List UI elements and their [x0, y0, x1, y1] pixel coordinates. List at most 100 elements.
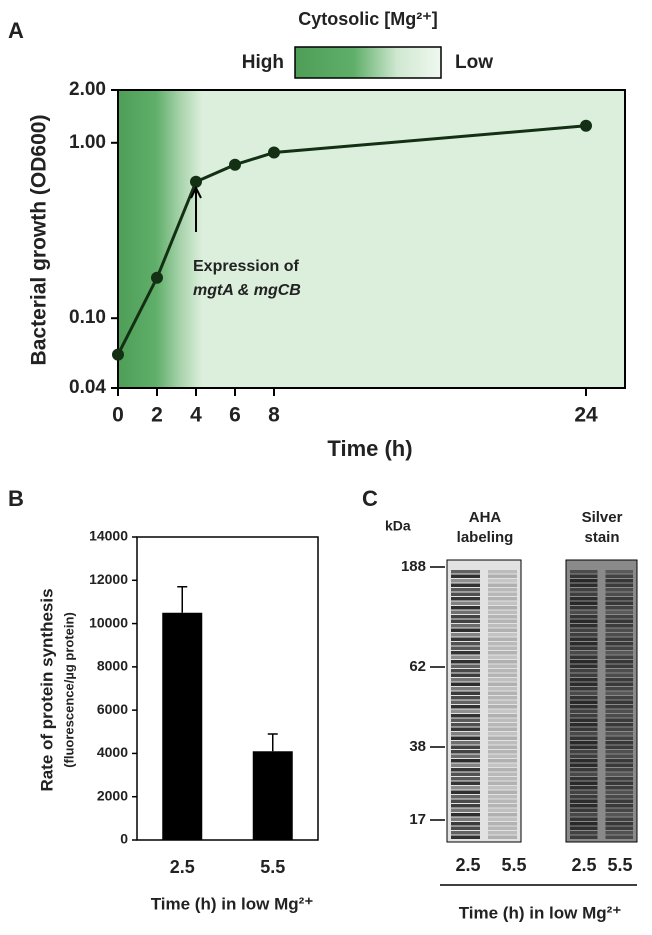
y-tick-label: 0.10: [69, 307, 106, 328]
y-tick-label: 0.04: [69, 377, 106, 398]
gel-band: [488, 687, 517, 691]
growth-line: [116, 124, 587, 356]
gel-band: [488, 651, 517, 655]
gel-unit: kDa: [385, 518, 411, 534]
bar: [252, 751, 293, 840]
x-tick-label: 4: [190, 404, 202, 427]
panel-label: C: [362, 486, 378, 511]
gel-band: [488, 660, 517, 664]
gel-band: [488, 795, 517, 799]
gel-band: [605, 831, 633, 835]
gel-band: [570, 700, 598, 704]
gel-band: [570, 619, 598, 623]
marker-label: 188: [401, 558, 426, 575]
gel-band: [451, 637, 480, 641]
x-tick-label: 8: [268, 404, 280, 427]
gel-band: [570, 633, 598, 637]
gel-band: [605, 637, 633, 641]
gel-band: [605, 795, 633, 799]
gel-band: [605, 642, 633, 646]
gel-band: [605, 597, 633, 601]
gel-band: [488, 691, 517, 695]
gel-band: [488, 732, 517, 736]
gel-band: [451, 763, 480, 767]
gel-band: [570, 579, 598, 583]
gel-band: [605, 687, 633, 691]
gel-band: [605, 799, 633, 803]
gel-band: [570, 642, 598, 646]
gel-band: [488, 790, 517, 794]
gel-band: [488, 646, 517, 650]
gel-band: [570, 723, 598, 727]
legend-high: High: [242, 52, 284, 73]
growth-point: [580, 119, 592, 132]
gel-band: [451, 682, 480, 686]
gel-band: [451, 678, 480, 682]
gel-band: [570, 804, 598, 808]
gel-band: [451, 822, 480, 826]
gel-band: [488, 705, 517, 709]
gel-band: [605, 579, 633, 583]
gel-band: [488, 718, 517, 722]
gel-band: [488, 804, 517, 808]
gel-band: [605, 619, 633, 623]
gel-band: [570, 615, 598, 619]
gel-band: [488, 808, 517, 812]
gel-band: [451, 835, 480, 839]
gel-band: [570, 696, 598, 700]
gel-band: [451, 817, 480, 821]
gel-band: [605, 763, 633, 767]
gel-band: [451, 705, 480, 709]
gel-band: [451, 736, 480, 740]
gel-band: [488, 583, 517, 587]
gel-band: [451, 777, 480, 781]
y-axis-label: (fluorescence/µg protein): [61, 612, 76, 768]
gel-band: [570, 678, 598, 682]
gel-band: [488, 772, 517, 776]
marker-label: 17: [409, 811, 426, 828]
gel-band: [488, 700, 517, 704]
y-tick-label: 2000: [97, 787, 128, 803]
gel-band: [451, 646, 480, 650]
marker-label: 38: [409, 738, 426, 755]
gel-band: [488, 813, 517, 817]
gel-band: [488, 633, 517, 637]
y-tick-label: 6000: [97, 701, 128, 717]
gel-band: [451, 651, 480, 655]
gel-band: [570, 651, 598, 655]
gel-band: [605, 777, 633, 781]
gel-band: [451, 772, 480, 776]
gel-band: [605, 651, 633, 655]
gel-band: [488, 678, 517, 682]
gel-band: [451, 714, 480, 718]
annotation-arrow: [190, 185, 202, 232]
gel-band: [488, 673, 517, 677]
gel-band: [605, 682, 633, 686]
gel-band: [570, 786, 598, 790]
gel-band: [488, 615, 517, 619]
gel-band: [488, 817, 517, 821]
gel-band: [605, 826, 633, 830]
y-tick-label: 12000: [89, 571, 128, 587]
gel-band: [570, 817, 598, 821]
gel-band: [451, 583, 480, 587]
gel-band: [605, 714, 633, 718]
gel-band: [605, 696, 633, 700]
gel-band: [605, 588, 633, 592]
gel-band: [605, 754, 633, 758]
gel-band: [605, 727, 633, 731]
gel-band: [451, 592, 480, 596]
gel-band: [570, 570, 598, 574]
gel-band: [570, 628, 598, 632]
gel-band: [451, 655, 480, 659]
gel-band: [570, 790, 598, 794]
gel-band: [570, 750, 598, 754]
gel-band: [488, 588, 517, 592]
gel-band: [488, 709, 517, 713]
y-axis-label: Rate of protein synthesis: [37, 588, 56, 791]
gel-band: [451, 718, 480, 722]
gel-band: [605, 624, 633, 628]
gel-band: [570, 768, 598, 772]
y-tick-label: 2.00: [69, 79, 106, 100]
